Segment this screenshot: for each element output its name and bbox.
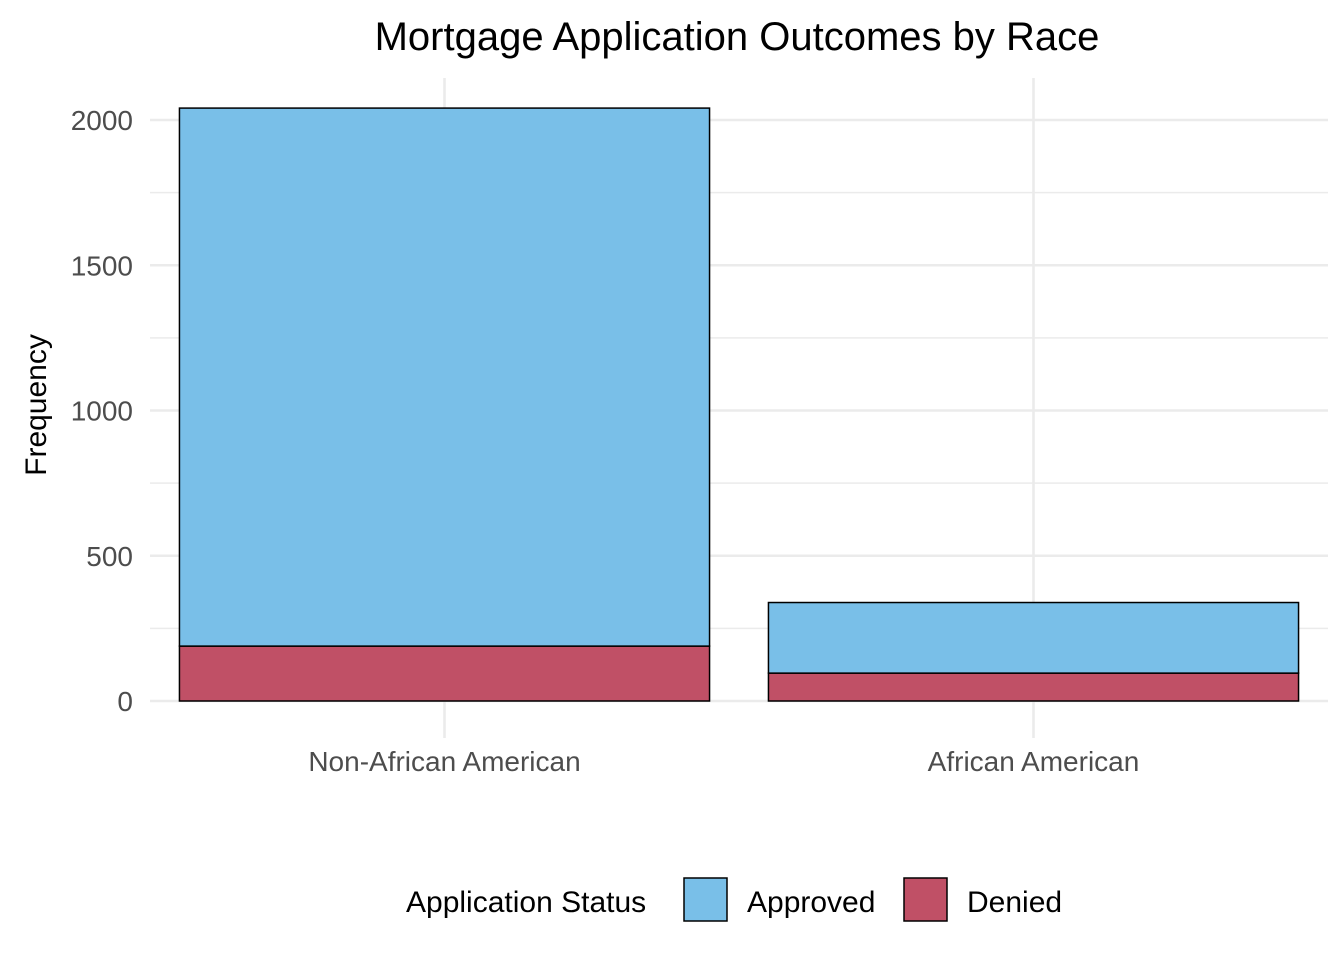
y-tick-label: 1000 xyxy=(71,396,133,427)
axis-layer: 0 500 1000 1500 2000 Non-African American Afri… xyxy=(71,105,1140,777)
legend-key-denied xyxy=(903,877,948,922)
legend-label-approved: Approved xyxy=(747,886,875,919)
legend-label-denied: Denied xyxy=(967,886,1062,919)
chart-title: Mortgage Application Outcomes by Race xyxy=(375,15,1100,59)
y-tick-label: 2000 xyxy=(71,105,133,136)
y-tick-label: 1500 xyxy=(71,250,133,281)
legend-items: Approved Denied xyxy=(683,877,1062,922)
y-axis-title: Frequency xyxy=(20,334,53,476)
bar-approved-african-american xyxy=(767,601,1300,674)
bar-denied-non-african-american xyxy=(178,645,711,702)
x-tick-label: Non-African American xyxy=(308,746,580,777)
y-tick-label: 500 xyxy=(86,541,133,572)
bar-layer xyxy=(178,107,1300,702)
legend-title: Application Status xyxy=(406,886,646,919)
y-tick-label: 0 xyxy=(117,686,133,717)
legend-key-approved xyxy=(683,877,728,922)
bar-approved-non-african-american xyxy=(178,107,711,647)
legend: Application Status Approved Denied xyxy=(406,877,1062,922)
bar-denied-african-american xyxy=(767,672,1300,702)
x-tick-label: African American xyxy=(928,746,1140,777)
